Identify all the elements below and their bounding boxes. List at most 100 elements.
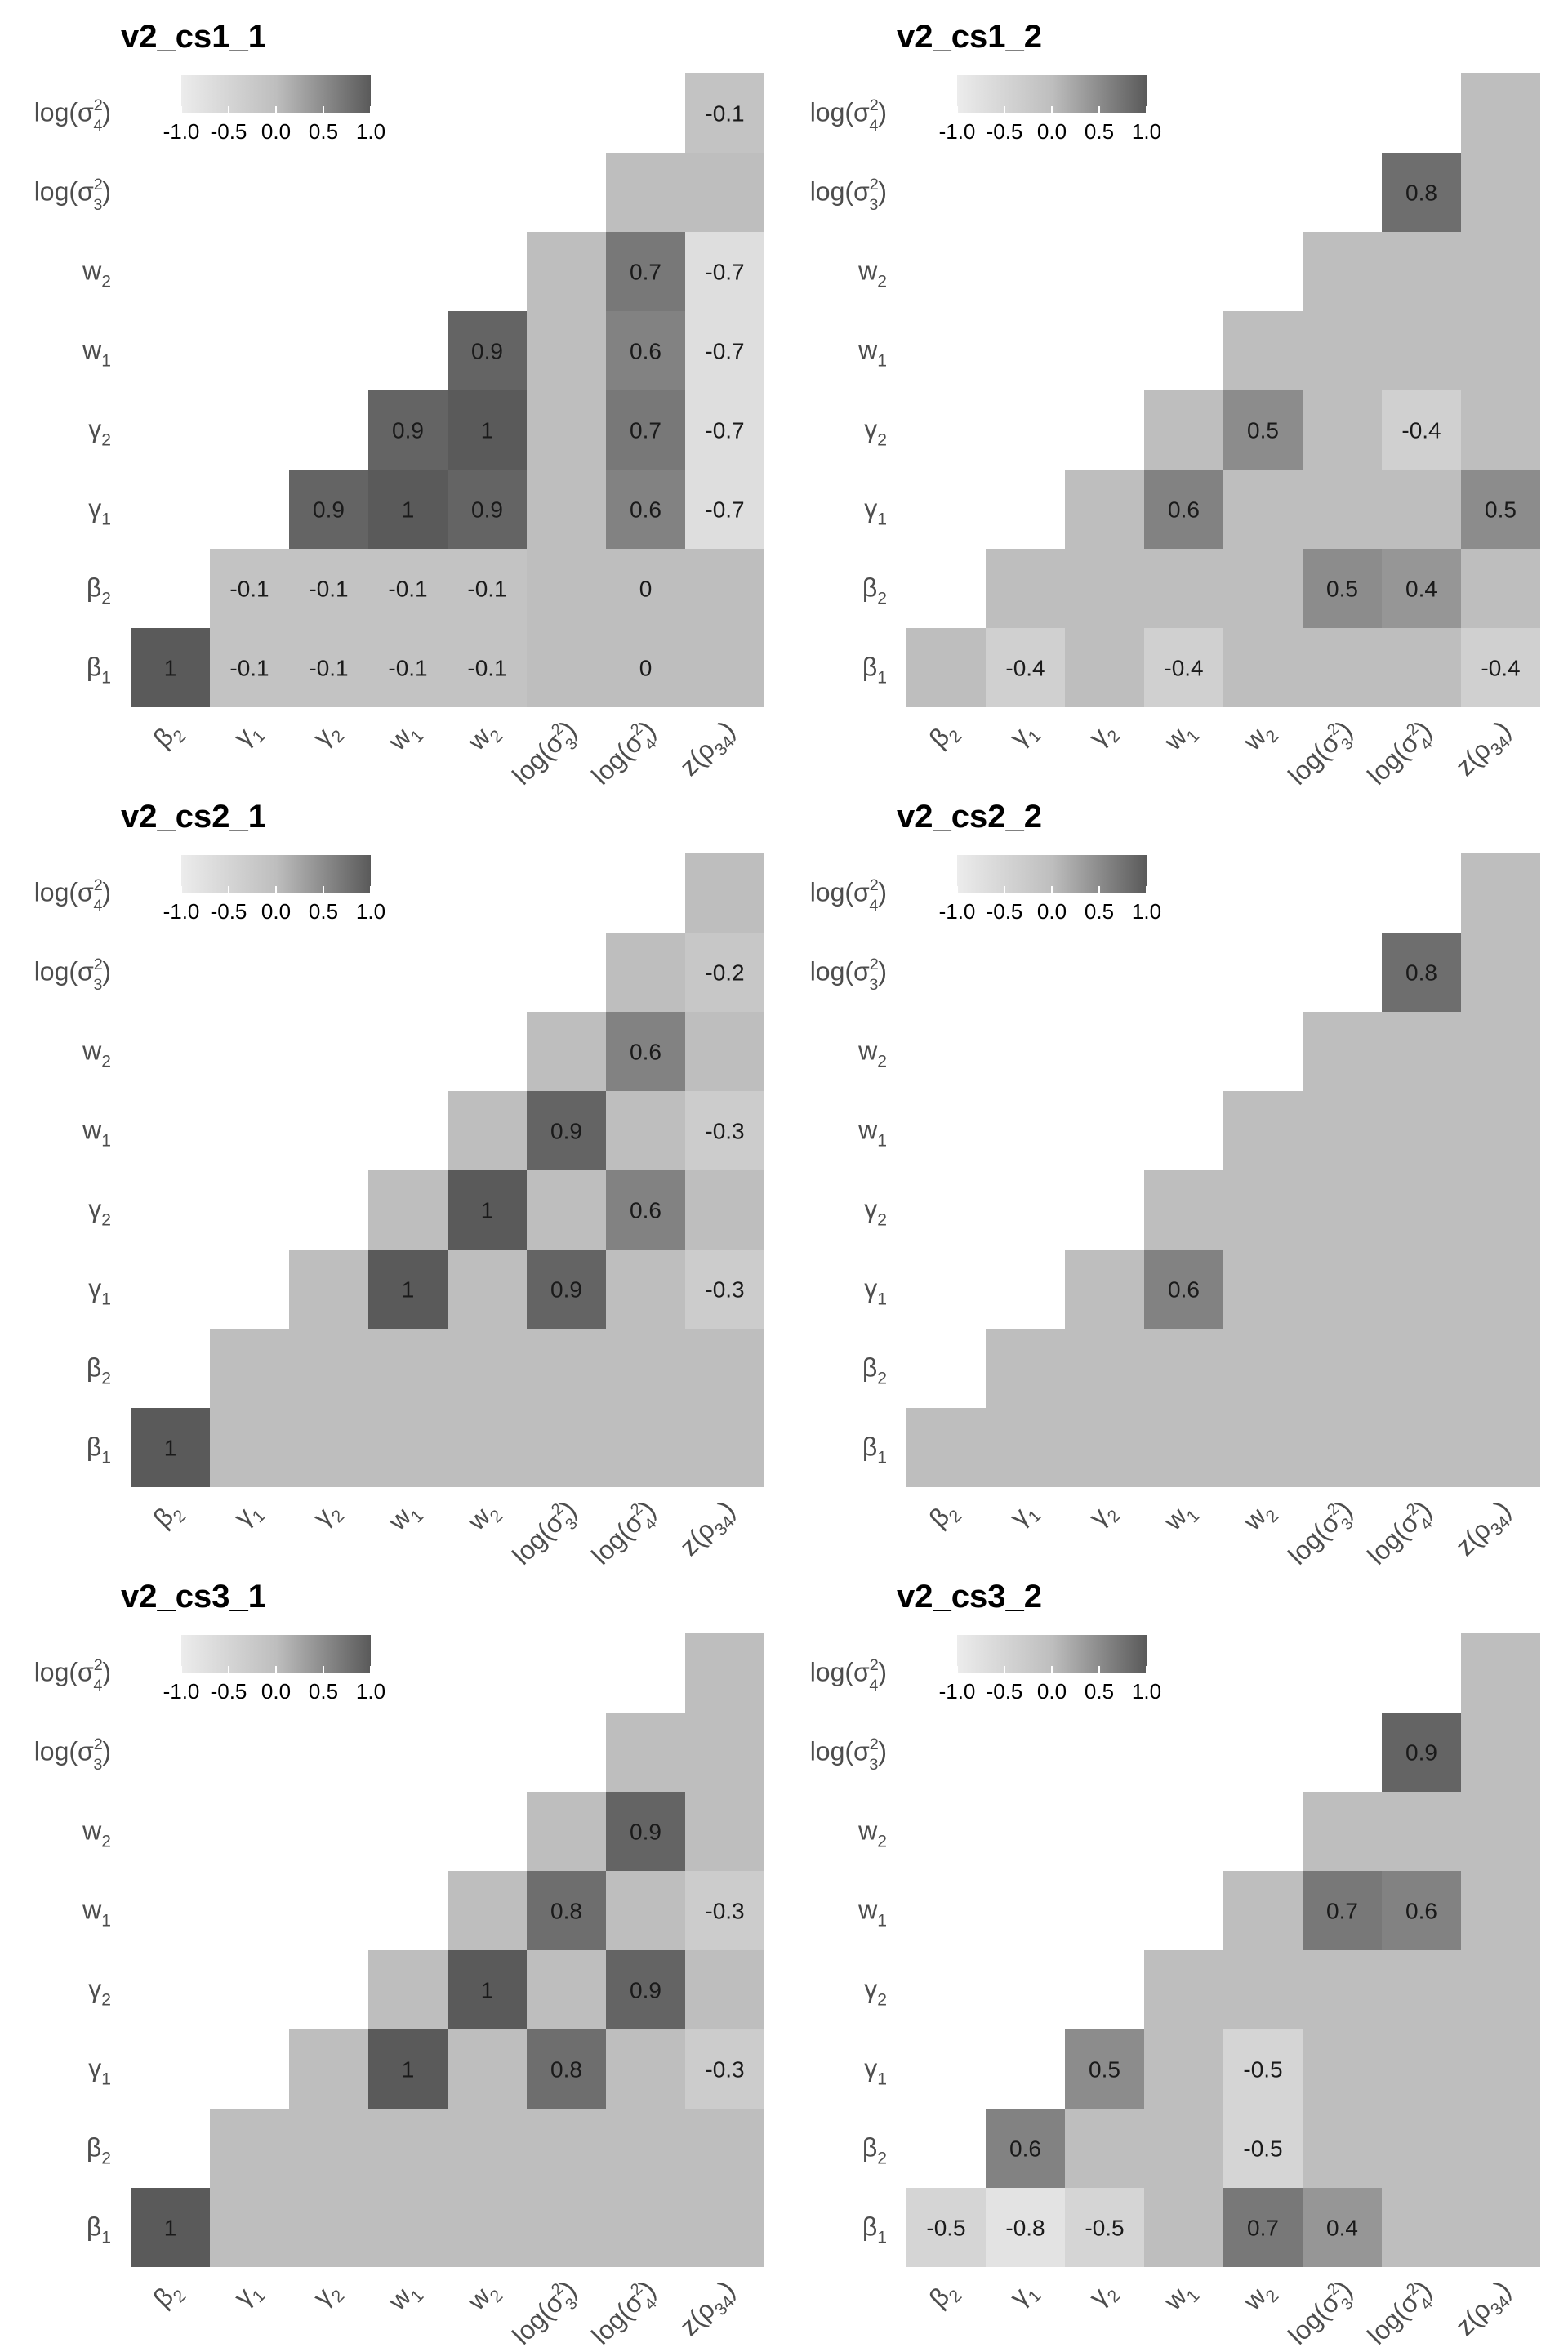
cell-value-label: 0.6: [1168, 497, 1200, 523]
heatmap-cell: [1065, 549, 1144, 628]
cell-value-label: -0.1: [309, 577, 348, 602]
heatmap-cell: [1144, 1170, 1223, 1250]
legend-tick-label: 0.5: [1085, 119, 1114, 144]
cell-value-label: 1: [402, 1277, 415, 1303]
heatmap-cell: [606, 2188, 685, 2267]
heatmap-cell: [1461, 1250, 1540, 1329]
heatmap-cell: [986, 1329, 1065, 1408]
legend-tick-label: 0.5: [1085, 899, 1114, 924]
column-label: w1: [1158, 2274, 1204, 2320]
heatmap-cell: [1223, 628, 1303, 707]
cell-value-label: 0.4: [1405, 577, 1437, 602]
heatmap-cell: [685, 470, 764, 549]
heatmap-cell: [606, 470, 685, 549]
cell-value-label: 1: [164, 1436, 177, 1461]
heatmap-cell: [685, 853, 764, 933]
heatmap-cell: [289, 2029, 368, 2109]
heatmap-cell: [685, 1329, 764, 1408]
cell-value-label: -0.3: [705, 1899, 744, 1924]
column-label: γ1: [1004, 2274, 1045, 2315]
legend-tick-label: 1.0: [356, 119, 385, 144]
heatmap-cell: [685, 390, 764, 470]
column-label: γ1: [1004, 715, 1045, 755]
heatmap-cell: [527, 2029, 606, 2109]
heatmap-cell: [1382, 549, 1461, 628]
cell-value-label: 0.6: [630, 1198, 662, 1223]
heatmap-cell: [1223, 1408, 1303, 1487]
legend-tick-label: 0.5: [309, 119, 338, 144]
heatmap-cell: [1382, 1713, 1461, 1792]
heatmap-cell: [606, 1713, 685, 1792]
cell-value-label: -0.7: [705, 260, 744, 285]
heatmap-cell: [1223, 2109, 1303, 2188]
row-label: log(σ2 3): [34, 1735, 111, 1774]
heatmap-cell: [606, 933, 685, 1012]
legend-tick-label: 0.0: [261, 119, 291, 144]
heatmap-cell: [448, 1871, 527, 1950]
heatmap-cell: [448, 2188, 527, 2267]
heatmap-cell: [368, 1170, 448, 1250]
cell-value-label: 1: [164, 656, 177, 681]
heatmap-cell: [1223, 1871, 1303, 1950]
cell-value-label: 0.8: [1405, 180, 1437, 206]
heatmap-cell: [210, 1329, 289, 1408]
heatmap-cell: [1144, 470, 1223, 549]
heatmap-cell: [1461, 1792, 1540, 1871]
legend-tick-label: 0.0: [1037, 1679, 1067, 1704]
heatmap-cell: [685, 74, 764, 153]
column-label: w1: [1158, 1494, 1204, 1540]
row-label: w1: [82, 1895, 111, 1931]
panel-title: v2_cs3_1: [121, 1579, 266, 1615]
heatmap-cell: [1382, 2029, 1461, 2109]
cell-value-label: -0.4: [1005, 656, 1045, 681]
heatmap-panel: v2_cs2_1 -0.2 0.6 0.9 -0.3 1 0.6 1 0.9 -0.3 1 log(σ…: [34, 799, 764, 1570]
heatmap-cell: [1461, 1329, 1540, 1408]
cell-value-label: 0.5: [1485, 497, 1517, 523]
heatmap-cell: [986, 2188, 1065, 2267]
heatmap-cell: [527, 549, 606, 628]
heatmap-cell: [1382, 933, 1461, 1012]
heatmap-cell: [685, 1408, 764, 1487]
row-label: w2: [858, 256, 887, 292]
heatmap-cell: [1303, 2188, 1382, 2267]
cell-value-label: -0.1: [388, 577, 427, 602]
cell-value-label: 0.5: [1247, 418, 1279, 443]
row-label: log(σ2 4): [34, 876, 111, 915]
heatmap-cell: [527, 390, 606, 470]
heatmap-cell: [527, 1792, 606, 1871]
heatmap-cell: [527, 1408, 606, 1487]
cell-value-label: 0.9: [630, 1820, 662, 1845]
legend-tick-label: 1.0: [1132, 119, 1161, 144]
heatmap-cell: [1144, 2029, 1223, 2109]
column-label: β2: [924, 715, 966, 757]
heatmap-cell: [527, 1170, 606, 1250]
row-label: γ2: [88, 1975, 111, 2010]
heatmap-cell: [685, 1792, 764, 1871]
cell-value-label: 0.9: [550, 1119, 582, 1144]
heatmap-cell: [1144, 549, 1223, 628]
heatmap-cell: [606, 1091, 685, 1170]
column-label: w2: [1237, 715, 1283, 760]
row-label: γ2: [88, 1195, 111, 1230]
cell-value-label: 1: [164, 2216, 177, 2241]
heatmap-cell: [1461, 2029, 1540, 2109]
heatmap-cell: [1461, 1170, 1540, 1250]
heatmap-cell: [527, 1871, 606, 1950]
heatmap-cell: [1144, 2109, 1223, 2188]
heatmap-cell: [1144, 1329, 1223, 1408]
heatmap-cell: [606, 1950, 685, 2029]
heatmap-cell: [986, 1408, 1065, 1487]
row-label: w1: [858, 1895, 887, 1931]
cell-value-label: 0.7: [1247, 2216, 1279, 2241]
legend-tick-label: 0.5: [1085, 1679, 1114, 1704]
cell-value-label: 0.9: [313, 497, 345, 523]
heatmap-cell: [685, 2109, 764, 2188]
column-label: z(ρ34): [1450, 715, 1520, 785]
heatmap-cell: [685, 2188, 764, 2267]
row-label: γ2: [88, 415, 111, 450]
cell-value-label: -0.1: [467, 656, 506, 681]
heatmap-cell: [1303, 1170, 1382, 1250]
heatmap-cell: [1065, 2109, 1144, 2188]
legend-tick-label: -0.5: [987, 1679, 1023, 1704]
